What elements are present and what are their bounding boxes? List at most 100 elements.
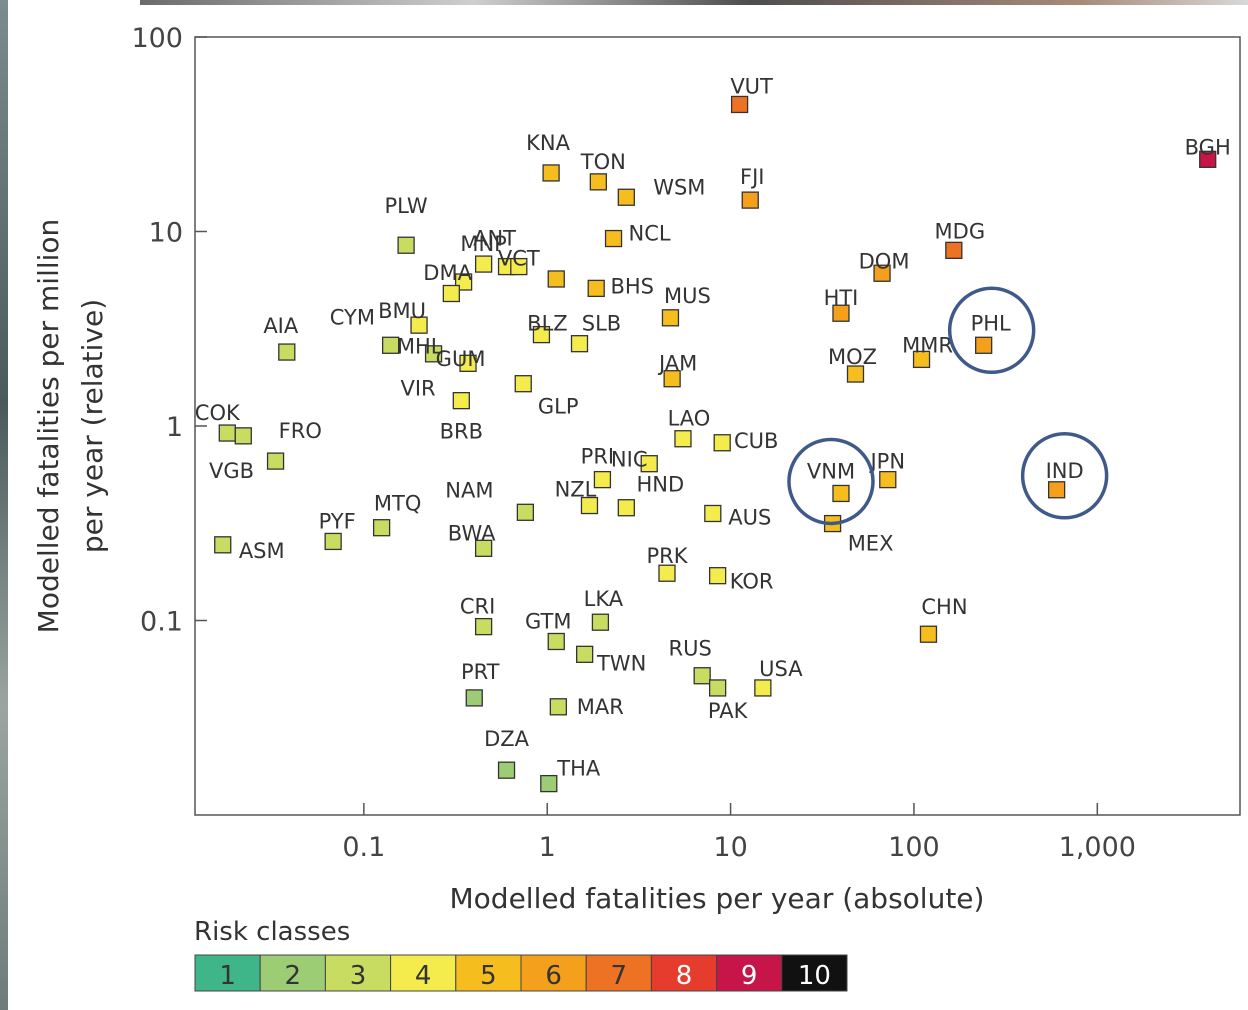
- legend-swatch-label: 6: [545, 961, 562, 991]
- highlight-circle-phl: [947, 286, 1036, 375]
- data-point-dom: [873, 264, 891, 282]
- point-label-usa: USA: [759, 657, 803, 681]
- data-point-brb: [452, 392, 470, 410]
- legend-swatches: 1 2 3 4 5 6 7 8 9 10: [194, 954, 848, 992]
- data-point-chn: [919, 625, 938, 643]
- data-point-cri: [474, 617, 493, 636]
- point-label-bgh: BGH: [1185, 135, 1231, 159]
- data-point-mdg: [945, 241, 963, 259]
- point-label-gum: GUM: [436, 347, 486, 371]
- point-label-aia: AIA: [263, 314, 299, 338]
- legend-swatch-7: [585, 954, 652, 992]
- legend-swatch-label: 8: [676, 961, 693, 991]
- data-point-prk: [658, 564, 676, 582]
- data-point-aus: [704, 504, 722, 523]
- data-point-jpn: [879, 470, 897, 489]
- data-point-pri: [593, 470, 612, 489]
- point-label-pri: PRI: [581, 445, 614, 469]
- data-point-nzl: [580, 496, 599, 515]
- data-point-mtq: [372, 519, 391, 537]
- data-point-mus: [661, 309, 680, 327]
- data-point-bgh: [1199, 150, 1217, 168]
- data-point-asm: [214, 536, 232, 554]
- data-point-gum: [424, 345, 443, 363]
- data-point-ind: [1047, 481, 1066, 499]
- point-label-tha: THA: [556, 757, 601, 781]
- data-point-prt: [465, 689, 483, 707]
- legend-swatch-label: 10: [798, 961, 831, 991]
- point-label-slb: SLB: [582, 312, 621, 336]
- data-point-mar: [549, 698, 567, 716]
- data-point-ton: [589, 173, 607, 191]
- legend-swatch-label: 1: [219, 961, 236, 991]
- point-label-lao: LAO: [668, 407, 711, 431]
- data-point-phl: [975, 336, 993, 354]
- point-label-ant: ANT: [473, 227, 516, 251]
- point-label-dma: DMA: [423, 261, 472, 285]
- point-label-dom: DOM: [859, 249, 910, 273]
- point-label-blz: BLZ: [527, 312, 568, 336]
- highlight-circles: [787, 286, 1109, 526]
- point-label-dza: DZA: [484, 727, 530, 751]
- point-label-cok: COK: [195, 401, 241, 425]
- point-label-aus: AUS: [728, 505, 771, 529]
- data-point-slb: [570, 335, 589, 353]
- point-label-mdg: MDG: [935, 219, 986, 243]
- data-point-nic: [640, 455, 658, 473]
- background-photo-strip-top: [140, 0, 1248, 5]
- data-point-vct: [510, 257, 528, 276]
- risk-legend: Risk classes 1 2 3 4 5 6 7 8 9 10: [194, 917, 848, 992]
- point-label-moz: MOZ: [828, 345, 877, 369]
- x-tick-label: 100: [888, 832, 940, 863]
- data-point-hti: [832, 304, 850, 322]
- legend-swatch-5: [455, 954, 522, 992]
- legend-title: Risk classes: [194, 917, 350, 947]
- legend-swatch-2: [259, 954, 326, 992]
- data-point-nam: [516, 503, 535, 521]
- data-point-cym: [442, 284, 460, 303]
- point-label-pak: PAK: [708, 699, 749, 723]
- data-point-ncl: [604, 229, 623, 248]
- legend-swatch-label: 3: [350, 961, 367, 991]
- point-label-bmu: BMU: [378, 299, 426, 323]
- data-point-glp: [514, 375, 532, 393]
- data-point-rus: [693, 667, 711, 685]
- data-point-hnd: [617, 499, 635, 517]
- point-label-rus: RUS: [669, 637, 712, 661]
- legend-swatch-6: [520, 954, 587, 992]
- y-tick-label: 0.1: [140, 607, 183, 638]
- x-axis: 0.1 1 10 100 1,000: [342, 803, 1136, 863]
- point-label-pyf: PYF: [319, 509, 356, 533]
- data-point-mmr: [912, 350, 931, 369]
- data-point-fro: [234, 427, 252, 445]
- point-label-bhs: BHS: [610, 274, 654, 298]
- data-point-moz: [846, 365, 865, 383]
- point-label-ncl: NCL: [629, 222, 671, 246]
- point-label-vgb: VGB: [209, 459, 254, 483]
- data-point-aia: [278, 343, 296, 361]
- point-label-vnm: VNM: [807, 459, 855, 483]
- x-axis-title: Modelled fatalities per year (absolute): [450, 882, 985, 915]
- point-label-fro: FRO: [279, 419, 322, 443]
- point-label-mar: MAR: [577, 695, 624, 719]
- x-tick-label: 10: [713, 832, 747, 863]
- point-label-asm: ASM: [239, 539, 285, 563]
- point-label-cym: CYM: [330, 305, 375, 329]
- y-tick-label: 100: [131, 23, 183, 54]
- legend-swatch-4: [390, 954, 457, 992]
- data-point-vir: [459, 354, 477, 372]
- x-tick-label: 1: [539, 832, 556, 863]
- data-point-bwa: [474, 539, 493, 557]
- data-point-kor: [708, 567, 727, 585]
- point-label-vir: VIR: [400, 376, 435, 400]
- data-point-tha: [540, 774, 558, 793]
- point-label-mex: MEX: [848, 532, 894, 556]
- data-point-gtm: [547, 632, 565, 651]
- data-point-kna: [542, 164, 560, 182]
- x-tick-label: 0.1: [342, 832, 385, 863]
- data-point-bmu: [410, 316, 428, 334]
- x-tick-label: 1,000: [1059, 832, 1136, 863]
- point-label-kor: KOR: [730, 570, 774, 594]
- point-label-cub: CUB: [734, 429, 778, 453]
- y-axis-title-line-2: per year (relative): [76, 299, 109, 553]
